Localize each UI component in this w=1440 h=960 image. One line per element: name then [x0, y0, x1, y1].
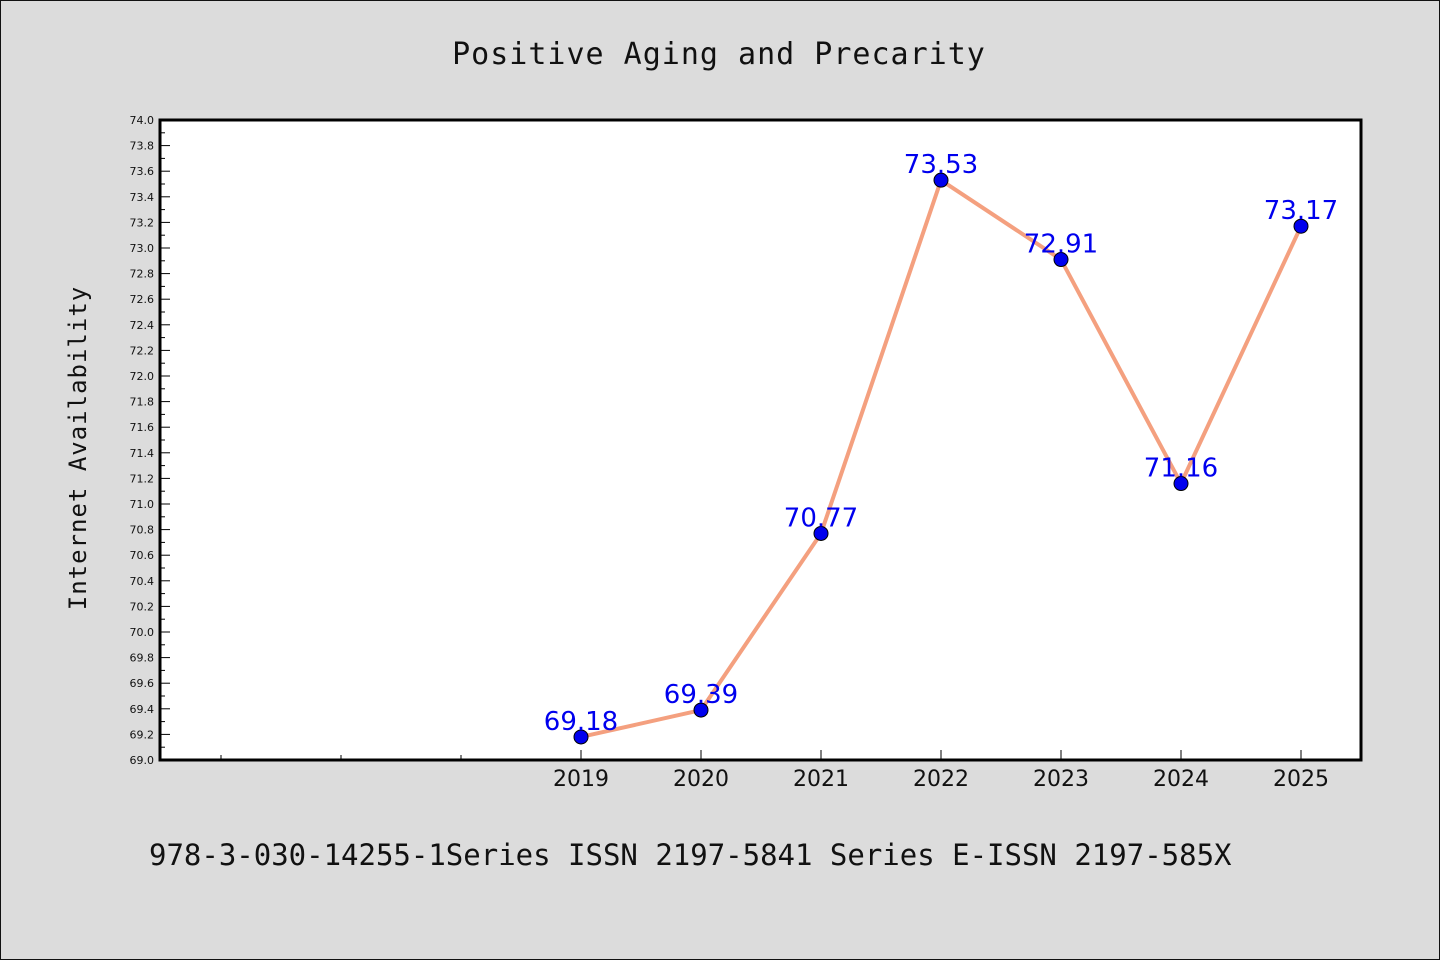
y-tick-label: 73.2 — [130, 216, 155, 229]
y-axis-ticks: 69.0 69.2 69.4 69.6 69.8 70.0 70.2 70.4 70.6 70.8… — [130, 114, 170, 767]
y-tick-label: 72.6 — [130, 293, 155, 306]
x-tick-label: 2021 — [793, 767, 849, 792]
y-tick-label: 73.8 — [130, 140, 155, 153]
y-tick-label: 69.2 — [130, 728, 155, 741]
data-label: 69.18 — [544, 707, 618, 737]
y-tick-label: 72.4 — [130, 319, 155, 332]
y-tick-label: 70.2 — [130, 600, 155, 613]
plot-area — [158, 118, 1363, 762]
series-layer: 69.18 69.39 70.77 73.53 72.91 71.16 73.17 — [544, 150, 1338, 745]
data-point — [573, 729, 589, 745]
y-tick-label: 73.0 — [130, 242, 155, 255]
y-tick-label: 74.0 — [130, 114, 155, 127]
x-tick-label: 2020 — [673, 767, 729, 792]
data-label: 69.39 — [664, 680, 738, 710]
data-label: 73.53 — [904, 150, 978, 180]
y-tick-label: 73.4 — [130, 191, 155, 204]
data-label: 71.16 — [1144, 454, 1218, 484]
y-tick-label: 70.8 — [130, 524, 155, 537]
data-label: 72.91 — [1024, 230, 1098, 260]
data-point — [813, 525, 829, 541]
x-tick-label: 2023 — [1033, 767, 1089, 792]
y-tick-label: 73.6 — [130, 165, 155, 178]
y-tick-label: 69.0 — [130, 754, 155, 767]
data-label: 73.17 — [1264, 196, 1338, 226]
data-point — [1053, 252, 1069, 268]
x-axis-ticks: 2019 2020 2021 2022 2023 2024 2025 — [220, 750, 1329, 792]
x-tick-label: 2025 — [1273, 767, 1329, 792]
data-point — [1293, 218, 1309, 234]
y-tick-label: 71.4 — [130, 447, 155, 460]
y-tick-label: 70.4 — [130, 575, 155, 588]
data-point — [933, 172, 949, 188]
y-tick-label: 69.8 — [130, 652, 155, 665]
y-tick-label: 71.2 — [130, 472, 155, 485]
data-label: 70.77 — [784, 503, 858, 533]
y-tick-label: 70.0 — [130, 626, 155, 639]
data-point — [1173, 476, 1189, 492]
x-tick-label: 2019 — [553, 767, 609, 792]
y-tick-label: 72.8 — [130, 268, 155, 281]
y-tick-label: 71.0 — [130, 498, 155, 511]
chart-title: Positive Aging and Precarity — [452, 37, 986, 72]
y-axis-label: Internet Availability — [64, 286, 92, 610]
y-tick-label: 69.4 — [130, 703, 155, 716]
y-tick-label: 71.6 — [130, 421, 155, 434]
y-tick-label: 71.8 — [130, 396, 155, 409]
x-tick-label: 2022 — [913, 767, 969, 792]
y-tick-label: 72.2 — [130, 344, 155, 357]
data-point — [693, 702, 709, 718]
y-tick-label: 72.0 — [130, 370, 155, 383]
footer-text: 978-3-030-14255-1Series ISSN 2197-5841 S… — [149, 838, 1232, 872]
x-tick-label: 2024 — [1153, 767, 1209, 792]
y-tick-label: 69.6 — [130, 677, 155, 690]
y-tick-label: 70.6 — [130, 549, 155, 562]
